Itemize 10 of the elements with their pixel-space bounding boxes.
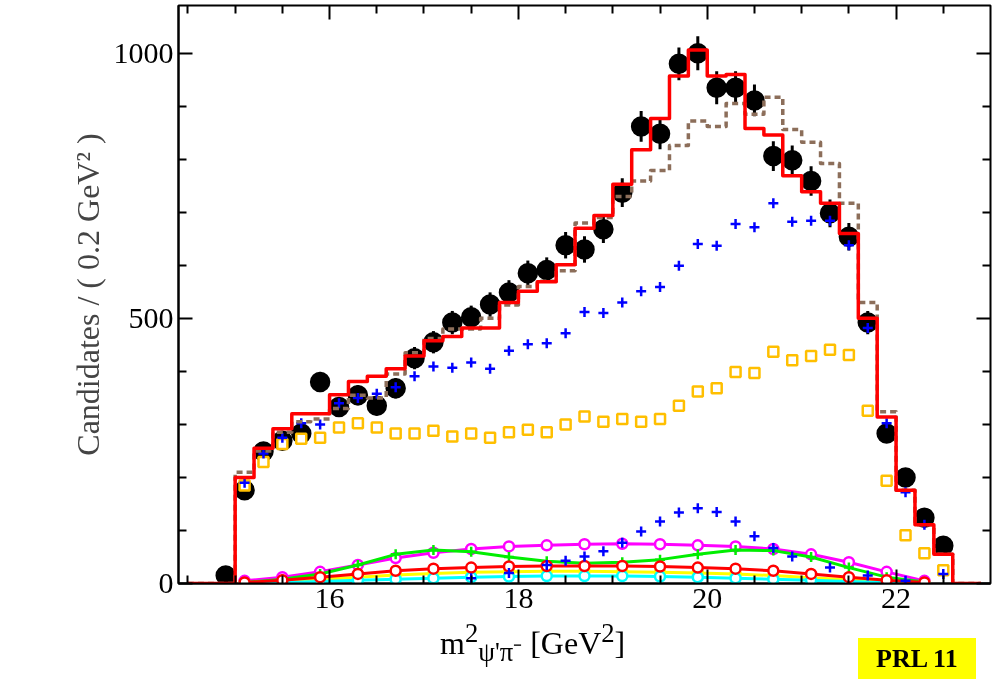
y-tick-label: 1000: [113, 35, 174, 69]
y-axis-title: Candidates / ( 0.2 GeV² ): [69, 133, 106, 456]
text: PRL 11: [858, 638, 976, 680]
y-tick-label: 0: [158, 566, 174, 599]
x-tick-label: 16: [314, 580, 345, 614]
x-axis-title: m$^{2}$$_{ψ'π⁻}$ [GeV$^{2}$]: [440, 617, 626, 670]
x-tick-label: 18: [503, 580, 534, 614]
x-tick-label: 20: [692, 580, 723, 614]
x-tick-label: 22: [881, 580, 912, 614]
y-tick-label: 500: [128, 300, 174, 334]
